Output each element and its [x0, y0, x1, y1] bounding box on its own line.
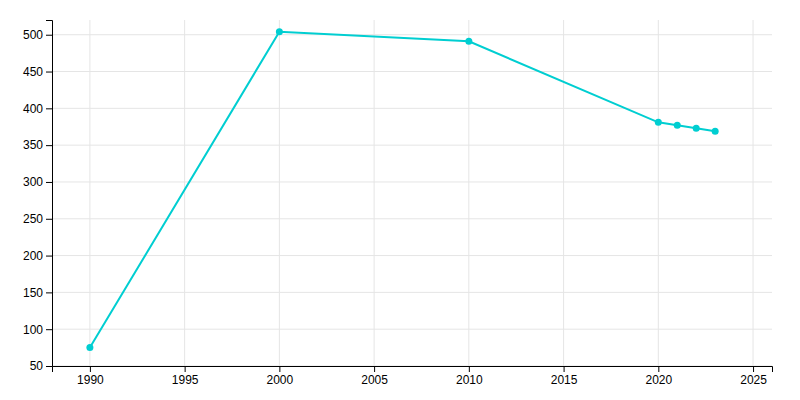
- x-tick: 2010: [456, 366, 483, 387]
- y-grid-line: [52, 34, 772, 35]
- y-grid-line: [52, 108, 772, 109]
- x-tick: 1990: [77, 366, 104, 387]
- y-axis-line: [46, 21, 53, 367]
- y-grid-line: [52, 71, 772, 72]
- plot-area: [86, 28, 718, 351]
- y-tick: 150: [23, 286, 52, 300]
- x-tick-mark: [469, 366, 470, 372]
- x-tick: 1995: [172, 366, 199, 387]
- point: [276, 28, 283, 35]
- y-tick: 500: [23, 28, 52, 42]
- x-tick-mark: [658, 366, 659, 372]
- x-tick-mark: [753, 366, 754, 372]
- x-tick-mark: [90, 366, 91, 372]
- x-tick: 2015: [551, 366, 578, 387]
- point: [655, 119, 662, 126]
- point: [712, 128, 719, 135]
- x-tick-label: 1990: [77, 373, 104, 387]
- x-axis-line: [53, 367, 773, 373]
- y-tick-mark: [46, 292, 52, 293]
- point: [86, 344, 93, 351]
- y-tick-mark: [46, 219, 52, 220]
- x-tick-mark: [279, 366, 280, 372]
- point: [674, 122, 681, 129]
- x-tick-label: 2025: [740, 373, 767, 387]
- y-tick-label: 150: [23, 286, 43, 300]
- y-tick-label: 300: [23, 175, 43, 189]
- x-tick-label: 2000: [267, 373, 294, 387]
- x-tick-mark: [185, 366, 186, 372]
- x-tick-label: 2020: [645, 373, 672, 387]
- y-tick-mark: [46, 329, 52, 330]
- x-tick: 2025: [740, 366, 767, 387]
- y-tick-mark: [46, 108, 52, 109]
- y-tick: 400: [23, 102, 52, 116]
- y-tick-mark: [46, 145, 52, 146]
- y-tick-label: 450: [23, 65, 43, 79]
- y-tick-label: 400: [23, 102, 43, 116]
- y-tick-label: 250: [23, 212, 43, 226]
- y-grid-line: [52, 218, 772, 219]
- x-tick: 2020: [645, 366, 672, 387]
- y-tick: 100: [23, 323, 52, 337]
- y-tick: 300: [23, 175, 52, 189]
- y-tick: 200: [23, 249, 52, 263]
- x-tick-mark: [564, 366, 565, 372]
- x-tick-label: 1995: [172, 373, 199, 387]
- y-tick-mark: [46, 366, 52, 367]
- x-tick-label: 2005: [361, 373, 388, 387]
- x-tick-label: 2010: [456, 373, 483, 387]
- grid: [52, 20, 772, 366]
- y-tick-mark: [46, 182, 52, 183]
- y-tick: 250: [23, 212, 52, 226]
- x-tick-label: 2015: [551, 373, 578, 387]
- point: [465, 38, 472, 45]
- y-tick: 450: [23, 65, 52, 79]
- x-tick: 2000: [267, 366, 294, 387]
- y-axis: 50 100 150 200 250 300 350 400 450 500: [23, 21, 53, 374]
- y-tick-label: 500: [23, 28, 43, 42]
- y-tick-label: 200: [23, 249, 43, 263]
- y-grid-line: [52, 292, 772, 293]
- y-tick-label: 350: [23, 138, 43, 152]
- y-grid-line: [52, 181, 772, 182]
- y-tick-mark: [46, 35, 52, 36]
- y-tick-mark: [46, 72, 52, 73]
- y-grid-line: [52, 255, 772, 256]
- y-grid-line: [52, 329, 772, 330]
- x-tick: 2005: [361, 366, 388, 387]
- point: [693, 125, 700, 132]
- y-tick: 350: [23, 138, 52, 152]
- y-tick-label: 100: [23, 323, 43, 337]
- y-grid-line: [52, 145, 772, 146]
- y-tick-mark: [46, 256, 52, 257]
- line: [90, 32, 715, 348]
- y-tick-label: 50: [30, 359, 44, 373]
- y-tick: 50: [30, 359, 52, 373]
- chart: 1990 1995 2000 2005 2010 2015 2020 2025 50 100 150…: [0, 0, 800, 400]
- x-tick-mark: [374, 366, 375, 372]
- x-axis: 1990 1995 2000 2005 2010 2015 2020 2025: [53, 366, 773, 387]
